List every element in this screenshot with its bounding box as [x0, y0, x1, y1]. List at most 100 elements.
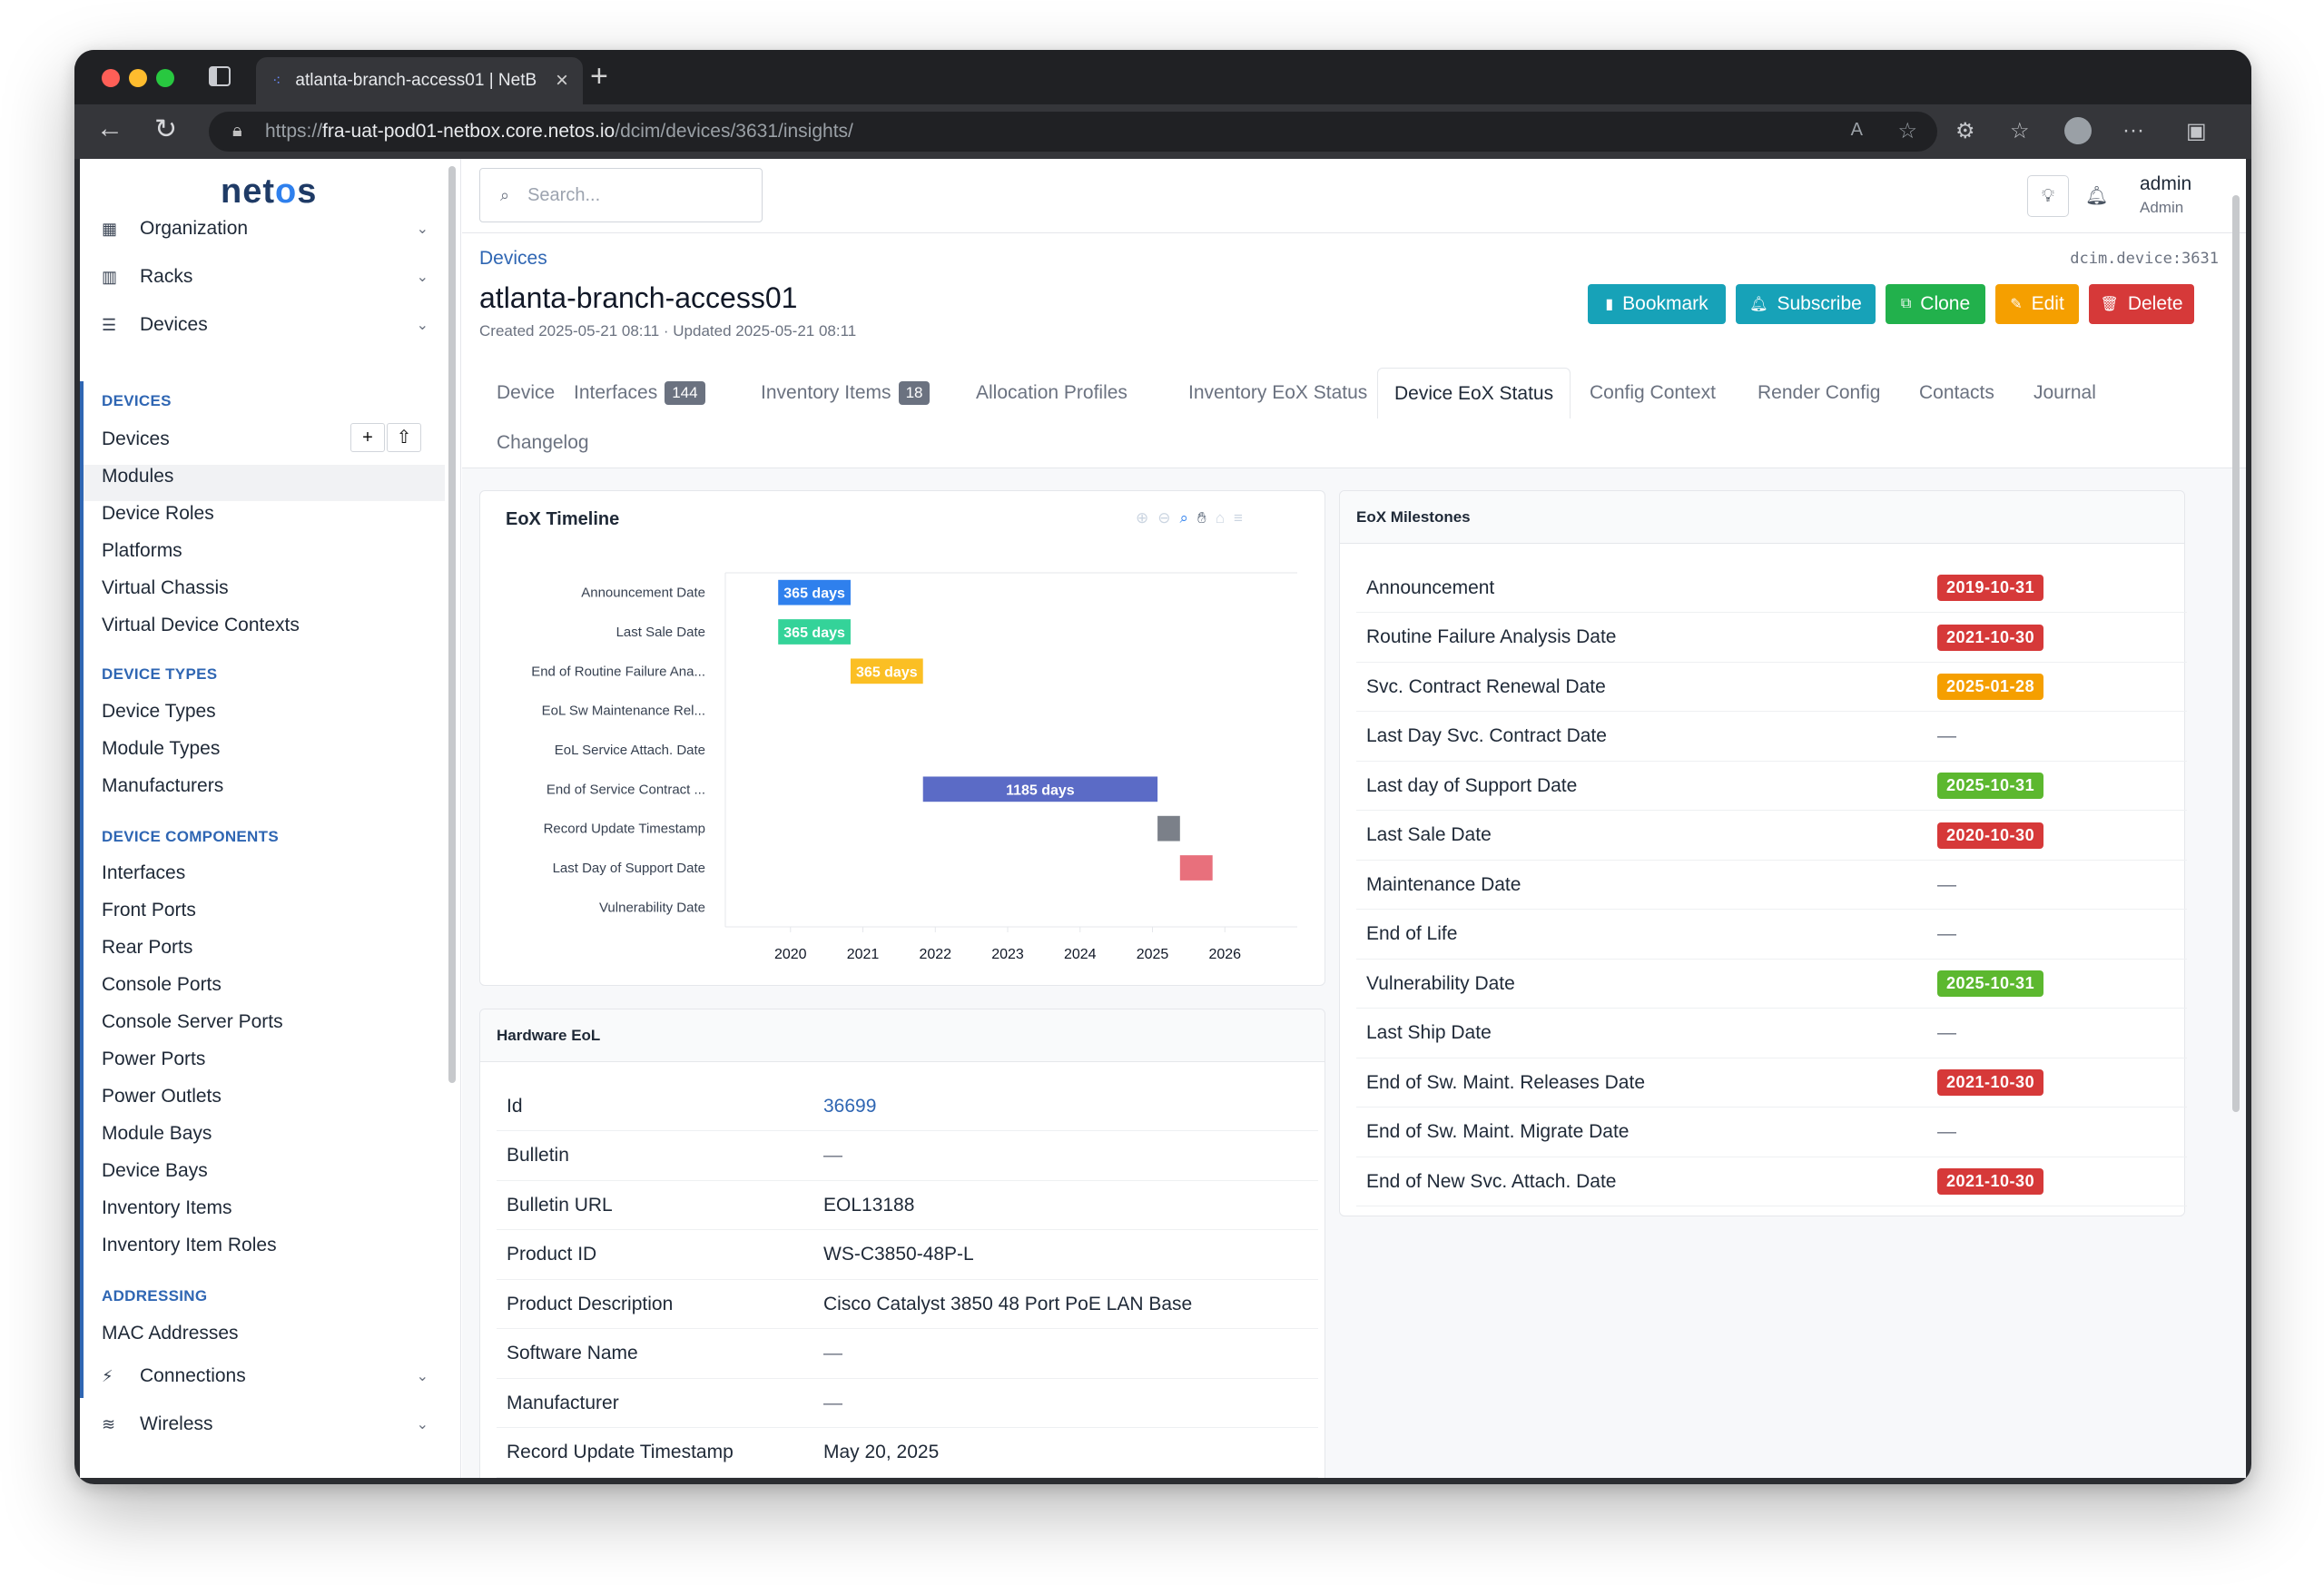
import-device-button[interactable]: ⇧ [387, 423, 421, 452]
tab-allocation-profiles-label: Allocation Profiles [976, 382, 1128, 403]
milestone-row: Last day of Support Date 2025-10-31 [1356, 762, 2187, 811]
netos-logo[interactable]: netos [221, 172, 318, 211]
sidebar-scrollbar[interactable] [448, 166, 456, 1083]
timeline-bar [922, 776, 1158, 802]
user-menu[interactable]: admin Admin [2140, 173, 2191, 217]
chevron-down-icon: ⌄ [416, 270, 428, 285]
hardware-row: Record Update Timestamp May 20, 2025 [497, 1429, 1318, 1478]
hardware-row-value: — [823, 1145, 842, 1166]
sidebar-item-front-ports[interactable]: Front Ports [102, 900, 196, 920]
tab-title: atlanta-branch-access01 | NetB [295, 71, 537, 90]
tab-device-eox-status[interactable]: Device EoX Status [1377, 368, 1571, 418]
zoom-in-icon[interactable]: ⊕ [1136, 509, 1158, 527]
favicon-icon: ⁖ [272, 74, 281, 89]
browser-tab[interactable]: ⁖ atlanta-branch-access01 | NetB × [256, 57, 583, 104]
clone-button[interactable]: ⧉ Clone [1886, 284, 1985, 324]
tab-interfaces[interactable]: Interfaces 144 [574, 368, 705, 418]
sidebar-item-inventory-item-roles[interactable]: Inventory Item Roles [102, 1235, 277, 1255]
sidebar-item-power-ports[interactable]: Power Ports [102, 1048, 206, 1069]
zoom-out-icon[interactable]: ⊖ [1157, 509, 1180, 527]
reload-icon[interactable]: ↻ [154, 114, 178, 144]
sidebar-item-interfaces[interactable]: Interfaces [102, 862, 186, 883]
close-tab-icon[interactable]: × [555, 68, 568, 93]
menu-wireless[interactable]: ≋ Wireless ⌄ [102, 1406, 447, 1442]
tab-inventory-items[interactable]: Inventory Items 18 [761, 368, 931, 418]
favorite-star-icon[interactable]: ☆ [1897, 119, 1917, 143]
back-icon[interactable]: ← [96, 113, 123, 143]
y-tick-label: Announcement Date [581, 586, 705, 601]
tab-render-config[interactable]: Render Config [1758, 368, 1880, 418]
theme-toggle-button[interactable]: 💡︎ [2027, 175, 2069, 217]
search-input[interactable]: ⌕ Search... [479, 168, 763, 222]
hardware-id-link[interactable]: 36699 [823, 1095, 877, 1117]
sidebar-item-virtual-chassis[interactable]: Virtual Chassis [102, 577, 229, 598]
menu-connections[interactable]: ⚡︎ Connections ⌄ [102, 1358, 447, 1394]
sidebar-item-mac-addresses[interactable]: MAC Addresses [102, 1323, 239, 1344]
read-aloud-icon[interactable]: A [1850, 120, 1863, 140]
maximize-window-button[interactable] [156, 69, 174, 87]
sidebar-item-console-server-ports[interactable]: Console Server Ports [102, 1011, 283, 1032]
close-window-button[interactable] [102, 69, 120, 87]
page-title: atlanta-branch-access01 [479, 281, 798, 314]
tab-contacts[interactable]: Contacts [1919, 368, 1994, 418]
sidebar-item-devices[interactable]: Devices [102, 428, 170, 449]
favorites-icon[interactable]: ☆ [2010, 119, 2030, 143]
reset-home-icon[interactable]: ⌂ [1215, 509, 1235, 527]
sidebar-item-manufacturers[interactable]: Manufacturers [102, 775, 224, 796]
subscribe-button[interactable]: 🔔︎ Subscribe [1736, 284, 1876, 324]
menu-organization[interactable]: ▦ Organization ⌄ [102, 211, 447, 247]
bell-icon[interactable]: 🔔︎ [2085, 186, 2109, 206]
sidebar-toggle-icon[interactable]: ▣ [2186, 119, 2207, 143]
sidebar-item-device-types[interactable]: Device Types [102, 701, 216, 722]
sidebar-item-rear-ports[interactable]: Rear Ports [102, 937, 193, 958]
sidebar-item-platforms[interactable]: Platforms [102, 540, 182, 561]
profile-avatar-icon[interactable] [2064, 117, 2092, 144]
add-device-button[interactable]: + [350, 423, 385, 452]
new-tab-icon[interactable]: + [590, 59, 608, 94]
hardware-row-value: — [823, 1343, 842, 1363]
pencil-icon: ✎ [2010, 297, 2023, 312]
sidebar-item-modules[interactable]: Modules [102, 466, 174, 487]
delete-button[interactable]: 🗑︎ Delete [2089, 284, 2194, 324]
sidebar-item-device-roles[interactable]: Device Roles [102, 503, 214, 524]
tab-journal[interactable]: Journal [2034, 368, 2096, 418]
y-tick-label: End of Routine Failure Ana... [531, 664, 705, 679]
tab-actions-icon[interactable] [209, 66, 231, 86]
menu-racks[interactable]: ▥ Racks ⌄ [102, 259, 447, 295]
extensions-icon[interactable]: ⚙ [1955, 119, 1975, 143]
menu-devices[interactable]: ☰ Devices ⌄ [102, 307, 447, 343]
bookmark-button[interactable]: ▮ Bookmark [1588, 284, 1726, 324]
zoom-icon[interactable]: ⌕ [1179, 509, 1198, 527]
more-menu-icon[interactable]: ··· [2122, 118, 2144, 143]
sidebar-item-device-bays[interactable]: Device Bays [102, 1160, 208, 1181]
address-bar[interactable]: 🔒︎ https://fra-uat-pod01-netbox.core.net… [209, 112, 1937, 152]
sidebar-item-module-types[interactable]: Module Types [102, 738, 221, 759]
tab-allocation-profiles[interactable]: Allocation Profiles [976, 368, 1128, 418]
sidebar-item-power-outlets[interactable]: Power Outlets [102, 1086, 222, 1107]
sidebar-item-inventory-items[interactable]: Inventory Items [102, 1197, 232, 1218]
hardware-row-value: WS-C3850-48P-L [823, 1244, 974, 1265]
tab-device[interactable]: Device [479, 368, 572, 418]
sidebar-item-virtual-device-contexts[interactable]: Virtual Device Contexts [102, 615, 300, 635]
tab-config-context[interactable]: Config Context [1590, 368, 1716, 418]
tab-changelog[interactable]: Changelog [479, 418, 606, 468]
timeline-bar [1157, 815, 1180, 842]
x-tick-label: 2021 [847, 947, 880, 962]
milestone-label: End of Sw. Maint. Releases Date [1366, 1071, 1645, 1093]
building-icon: ▦ [102, 219, 118, 238]
breadcrumb[interactable]: Devices [479, 248, 547, 269]
sidebar-item-console-ports[interactable]: Console Ports [102, 974, 222, 995]
minimize-window-button[interactable] [129, 69, 147, 87]
edit-button[interactable]: ✎ Edit [1995, 284, 2079, 324]
milestone-date-badge: 2020-10-30 [1937, 822, 2044, 849]
tab-inventory-eox-status[interactable]: Inventory EoX Status [1188, 368, 1367, 418]
top-navbar: ⌕ Search... 💡︎ 🔔︎ admin Admin [462, 159, 2246, 233]
page-scrollbar[interactable] [2232, 195, 2240, 1112]
sidebar-item-module-bays[interactable]: Module Bays [102, 1123, 212, 1144]
chart-toolbar[interactable]: ⊕⊖⌕✋︎⌂≡ [1136, 509, 1252, 527]
milestone-row: Maintenance Date — [1356, 861, 2187, 910]
pan-hand-icon[interactable]: ✋︎ [1197, 509, 1216, 527]
bookmark-icon: ▮ [1605, 297, 1614, 312]
chart-menu-icon[interactable]: ≡ [1234, 509, 1252, 527]
y-tick-label: Last Day of Support Date [553, 861, 705, 876]
